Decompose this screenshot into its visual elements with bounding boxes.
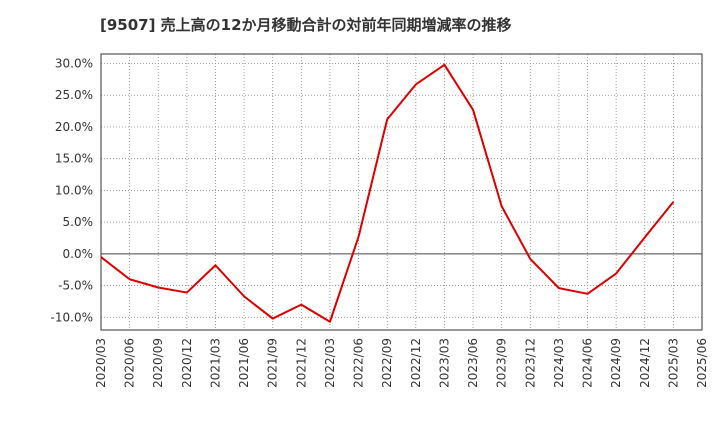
- x-tick-label: 2023/03: [437, 338, 451, 388]
- x-tick-label: 2022/09: [380, 338, 394, 388]
- x-tick-label: 2025/03: [666, 338, 680, 388]
- x-tick-label: 2022/06: [352, 338, 366, 388]
- plot-border: [100, 53, 703, 331]
- y-tick-label: 5.0%: [63, 215, 94, 229]
- x-tick-label: 2023/09: [495, 338, 509, 388]
- x-tick-label: 2024/06: [581, 338, 595, 388]
- x-tick-label: 2020/09: [151, 338, 165, 388]
- x-tick-label: 2022/03: [323, 338, 337, 388]
- x-tick-label: 2020/03: [94, 338, 108, 388]
- y-axis-ticks: 30.0% 25.0% 20.0% 15.0% 10.0% 5.0% 0.0% -5.0% -1…: [51, 57, 93, 325]
- x-tick-label: 2025/06: [695, 338, 709, 388]
- x-tick-label: 2021/06: [237, 338, 251, 388]
- x-tick-label: 2024/12: [638, 338, 652, 388]
- y-tick-label: -5.0%: [58, 279, 93, 293]
- y-tick-label: 15.0%: [55, 152, 93, 166]
- grid: [101, 54, 702, 330]
- y-tick-label: -10.0%: [51, 310, 93, 324]
- y-tick-label: 30.0%: [55, 57, 93, 71]
- y-tick-label: 10.0%: [55, 183, 93, 197]
- x-tick-label: 2021/03: [208, 338, 222, 388]
- series-group: [100, 63, 675, 323]
- x-tick-label: 2024/03: [552, 338, 566, 388]
- y-tick-label: 0.0%: [63, 247, 94, 261]
- x-axis-ticks: 2020/03 2020/06 2020/09 2020/12 2021/03 2021/…: [94, 338, 709, 388]
- x-tick-label: 2021/09: [266, 338, 280, 388]
- x-tick-label: 2024/09: [609, 338, 623, 388]
- x-tick-label: 2022/12: [409, 338, 423, 388]
- x-tick-label: 2023/12: [523, 338, 537, 388]
- x-tick-label: 2020/12: [180, 338, 194, 388]
- x-tick-label: 2023/06: [466, 338, 480, 388]
- chart-title: [9507] 売上高の12か月移動合計の対前年同期増減率の推移: [100, 16, 512, 34]
- x-tick-label: 2020/06: [123, 338, 137, 388]
- x-tick-label: 2021/12: [294, 338, 308, 388]
- y-tick-label: 20.0%: [55, 120, 93, 134]
- y-tick-label: 25.0%: [55, 88, 93, 102]
